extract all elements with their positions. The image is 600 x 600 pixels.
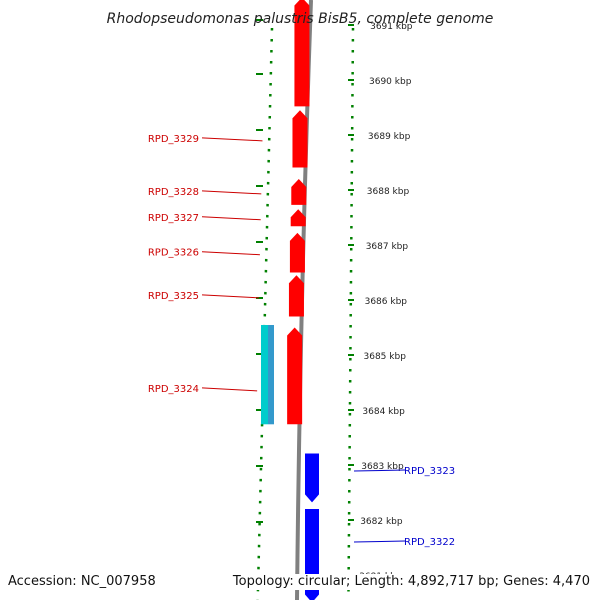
- scale-tick-label: 3688 kbp: [367, 187, 410, 197]
- scale-tick-label: 3690 kbp: [369, 77, 412, 87]
- reverse-gene-label: RPD_3324: [148, 384, 199, 395]
- gene-labels: RPD_3329 RPD_3328 RPD_3327 RPD_3326 RPD_3325…: [148, 134, 455, 548]
- outer-dotted-ring: [347, 27, 355, 600]
- reverse-gene-label: RPD_3327: [148, 213, 199, 224]
- forward-gene-leader: [353, 469, 406, 472]
- kbp-scale: 3691 kbp 3690 kbp 3689 kbp 3688 kbp 3687 kbp…: [348, 22, 413, 582]
- map-title: Rhodopseudomonas palustris BisB5, comple…: [107, 11, 494, 27]
- scale-tick-label: 3687 kbp: [366, 242, 409, 252]
- scale-tick-label: 3685 kbp: [364, 352, 407, 362]
- reverse-gene-arrow: [294, 0, 310, 107]
- forward-gene-arrow: [305, 453, 319, 503]
- accession-text: Accession: NC_007958: [8, 574, 156, 590]
- scale-tick-label: 3686 kbp: [365, 297, 408, 307]
- reverse-gene-arrow: [290, 209, 306, 227]
- rna-feature-bar: [268, 325, 274, 425]
- scale-tick-label: 3684 kbp: [362, 407, 405, 417]
- reverse-gene-label: RPD_3328: [148, 187, 199, 198]
- reverse-gene-label: RPD_3329: [148, 134, 199, 145]
- reverse-gene-leader: [201, 294, 259, 299]
- reverse-gene-label: RPD_3325: [148, 291, 199, 302]
- scale-tick-label: 3682 kbp: [360, 517, 403, 527]
- reverse-gene-leader: [201, 137, 263, 142]
- scale-tick-label: 3683 kbp: [361, 462, 404, 472]
- topology-text: Topology: circular; Length: 4,892,717 bp…: [232, 574, 590, 590]
- reverse-gene-leader: [201, 387, 258, 392]
- inner-dotted-ring: [256, 27, 274, 600]
- forward-gene-leader: [353, 540, 406, 543]
- reverse-gene-label: RPD_3326: [148, 248, 199, 259]
- reverse-gene-leader: [201, 190, 262, 195]
- reverse-gene-leader: [201, 216, 261, 221]
- reverse-gene-arrow: [288, 275, 304, 317]
- forward-gene-label: RPD_3322: [404, 537, 455, 548]
- rna-feature-bar: [261, 325, 268, 425]
- scale-tick-label: 3689 kbp: [368, 132, 411, 142]
- reverse-gene-arrow: [287, 327, 303, 425]
- gene-features: [261, 0, 319, 600]
- forward-gene-label: RPD_3323: [404, 466, 455, 477]
- reverse-gene-arrow: [289, 232, 305, 273]
- reverse-gene-arrow: [292, 110, 308, 168]
- reverse-gene-arrow: [291, 179, 307, 205]
- dotted-rings: [256, 19, 355, 600]
- scale-tick-label: 3691 kbp: [370, 22, 413, 32]
- reverse-gene-leader: [201, 251, 260, 256]
